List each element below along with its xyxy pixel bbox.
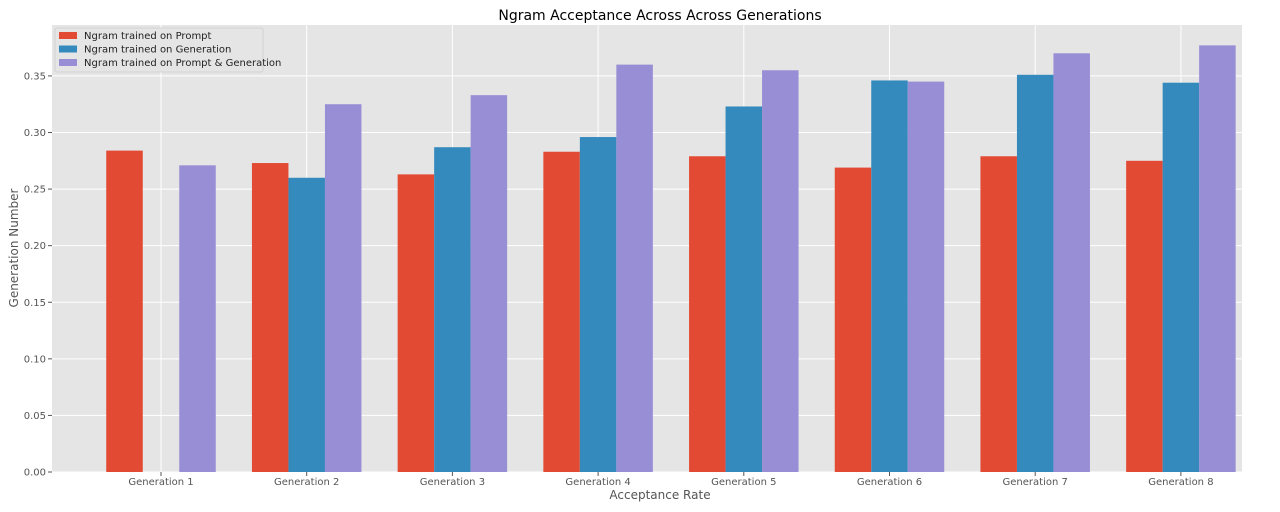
legend-entry-label: Ngram trained on Prompt & Generation: [84, 58, 281, 69]
legend: Ngram trained on Prompt Ngram trained on …: [54, 27, 281, 73]
y-axis-title: Generation Number: [7, 188, 21, 307]
legend-entry-label: Ngram trained on Generation: [84, 45, 231, 56]
x-tick-label: Generation 7: [1003, 477, 1068, 488]
x-tick-label: Generation 2: [274, 477, 339, 488]
bar: [1016, 74, 1054, 472]
bar: [1126, 160, 1163, 472]
legend-swatch: [59, 59, 77, 66]
y-tick-label: 0.10: [24, 354, 46, 365]
y-tick-label: 0.30: [24, 128, 46, 139]
chart-title: Ngram Acceptance Across Across Generatio…: [498, 8, 821, 24]
bar: [434, 147, 471, 473]
bar: [579, 137, 617, 473]
y-tick-label: 0.00: [24, 468, 46, 479]
bar: [871, 80, 908, 473]
x-tick-label: Generation 1: [128, 477, 193, 488]
x-axis-ticks: Generation 1 Generation 2 Generation 3 Gene…: [128, 472, 1214, 488]
x-tick-label: Generation 3: [420, 477, 485, 488]
y-tick-label: 0.15: [24, 298, 46, 309]
bar: [106, 150, 143, 472]
bar: [907, 81, 945, 472]
bar: [725, 106, 763, 472]
bar: [251, 163, 289, 472]
bar: [1162, 82, 1200, 472]
bar: [543, 151, 580, 472]
bar: [762, 70, 799, 473]
bar: [980, 156, 1017, 473]
bar: [470, 95, 508, 473]
bars: [106, 45, 1236, 473]
y-tick-label: 0.05: [24, 411, 46, 422]
bar: [834, 167, 872, 472]
bar: [1199, 45, 1236, 472]
bar: [689, 156, 726, 473]
legend-box: [54, 27, 264, 73]
bar: [616, 64, 653, 472]
y-axis-ticks: 0.00 0.05 0.10 0.15 0.20 0.25 0.30 0.35: [24, 71, 52, 479]
x-tick-label: Generation 8: [1148, 477, 1213, 488]
bar: [179, 165, 216, 473]
x-tick-label: Generation 6: [857, 477, 922, 488]
bar: [288, 177, 325, 472]
y-tick-label: 0.35: [24, 71, 46, 82]
y-tick-label: 0.20: [24, 241, 46, 252]
x-axis-title: Acceptance Rate: [609, 488, 710, 502]
legend-swatch: [59, 45, 77, 53]
x-tick-label: Generation 4: [565, 477, 630, 488]
legend-swatch: [59, 32, 77, 39]
x-tick-label: Generation 5: [711, 477, 776, 488]
y-tick-label: 0.25: [24, 185, 46, 196]
bar: [397, 174, 435, 473]
bar: [324, 104, 362, 473]
bar: [1053, 53, 1090, 472]
legend-entry-label: Ngram trained on Prompt: [84, 31, 212, 42]
